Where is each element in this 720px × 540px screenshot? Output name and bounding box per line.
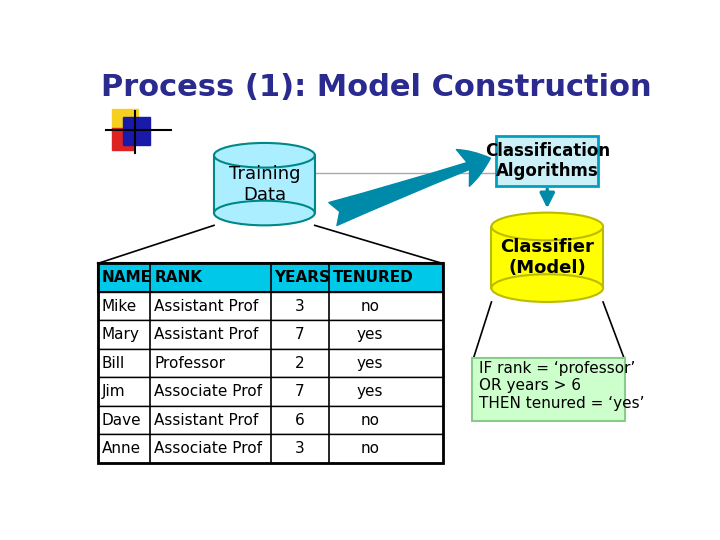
Bar <box>112 128 133 150</box>
Text: Professor: Professor <box>154 356 225 370</box>
FancyBboxPatch shape <box>472 358 625 421</box>
FancyBboxPatch shape <box>496 137 598 186</box>
Ellipse shape <box>214 201 315 225</box>
Bar <box>98 264 443 463</box>
Text: Associate Prof: Associate Prof <box>154 441 262 456</box>
Text: 3: 3 <box>294 299 305 314</box>
Text: NAME: NAME <box>102 270 152 285</box>
Text: Classification
Algorithms: Classification Algorithms <box>485 141 610 180</box>
Bar <box>98 434 443 463</box>
Text: no: no <box>361 413 379 428</box>
Bar <box>98 292 443 320</box>
Text: YEARS: YEARS <box>274 270 330 285</box>
Bar <box>98 264 443 292</box>
Bar <box>98 349 443 377</box>
Text: Bill: Bill <box>102 356 125 370</box>
Text: 3: 3 <box>294 441 305 456</box>
Text: Anne: Anne <box>102 441 140 456</box>
Bar <box>98 377 443 406</box>
Text: 7: 7 <box>294 327 305 342</box>
Text: 2: 2 <box>294 356 305 370</box>
Text: RANK: RANK <box>154 270 202 285</box>
Ellipse shape <box>492 213 603 240</box>
Bar <box>122 117 150 145</box>
Text: yes: yes <box>357 356 384 370</box>
Text: Assistant Prof: Assistant Prof <box>154 327 258 342</box>
Text: Training
Data: Training Data <box>229 165 300 204</box>
Text: 7: 7 <box>294 384 305 399</box>
Ellipse shape <box>214 143 315 167</box>
Text: no: no <box>361 441 379 456</box>
Text: Process (1): Model Construction: Process (1): Model Construction <box>102 73 652 103</box>
Text: Dave: Dave <box>102 413 141 428</box>
Text: Classifier
(Model): Classifier (Model) <box>500 238 594 276</box>
Ellipse shape <box>492 274 603 302</box>
Bar <box>98 406 443 434</box>
Text: no: no <box>361 299 379 314</box>
Text: TENURED: TENURED <box>333 270 413 285</box>
Bar <box>112 110 138 132</box>
Bar <box>214 156 315 213</box>
Text: IF rank = ‘professor’
OR years > 6
THEN tenured = ‘yes’: IF rank = ‘professor’ OR years > 6 THEN … <box>480 361 645 411</box>
Text: Assistant Prof: Assistant Prof <box>154 413 258 428</box>
Bar <box>98 320 443 349</box>
Text: yes: yes <box>357 327 384 342</box>
Text: Jim: Jim <box>102 384 125 399</box>
Bar <box>492 226 603 288</box>
Text: Associate Prof: Associate Prof <box>154 384 262 399</box>
Text: Mary: Mary <box>102 327 140 342</box>
Text: 6: 6 <box>294 413 305 428</box>
Text: Assistant Prof: Assistant Prof <box>154 299 258 314</box>
Text: yes: yes <box>357 384 384 399</box>
Text: Mike: Mike <box>102 299 137 314</box>
